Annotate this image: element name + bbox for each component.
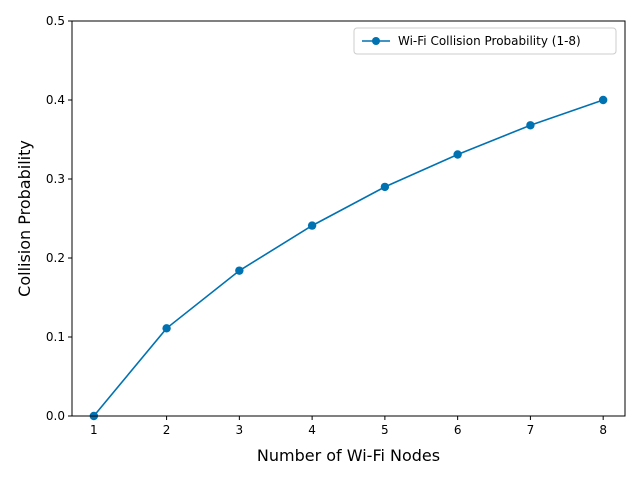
x-tick-label: 3 [236,423,244,437]
axes-frame [71,20,626,417]
x-tick-label: 7 [527,423,535,437]
legend: Wi-Fi Collision Probability (1-8) [353,27,617,55]
data-point [307,221,317,230]
x-tick-label: 8 [599,423,607,437]
x-tick-label: 5 [381,423,389,437]
y-axis-ticks: 0.0 0.1 0.2 0.3 0.4 0.5 [46,14,72,423]
x-tick-label: 2 [163,423,171,437]
y-tick-label: 0.2 [46,251,65,265]
x-axis-label: Number of Wi-Fi Nodes [257,446,440,465]
y-tick-label: 0.5 [46,14,65,28]
y-tick-label: 0.3 [46,172,65,186]
y-tick-label: 0.0 [46,409,65,423]
data-point [453,150,462,159]
data-point [380,182,390,192]
legend-marker-swatch [372,37,380,45]
y-tick-label: 0.1 [46,330,65,344]
legend-label: Wi-Fi Collision Probability (1-8) [398,34,581,48]
data-point [235,266,244,275]
x-tick-label: 4 [308,423,316,437]
y-tick-label: 0.4 [46,93,65,107]
y-axis-label: Collision Probability [15,140,34,297]
data-point [526,121,535,130]
x-tick-label: 6 [454,423,462,437]
legend-box [353,27,617,55]
data-point [162,324,171,333]
series-line [93,99,604,417]
data-point [598,95,608,105]
series-layer [89,95,608,421]
x-tick-label: 1 [90,423,98,437]
x-axis-ticks: 1 2 3 4 5 6 7 8 [90,416,607,437]
